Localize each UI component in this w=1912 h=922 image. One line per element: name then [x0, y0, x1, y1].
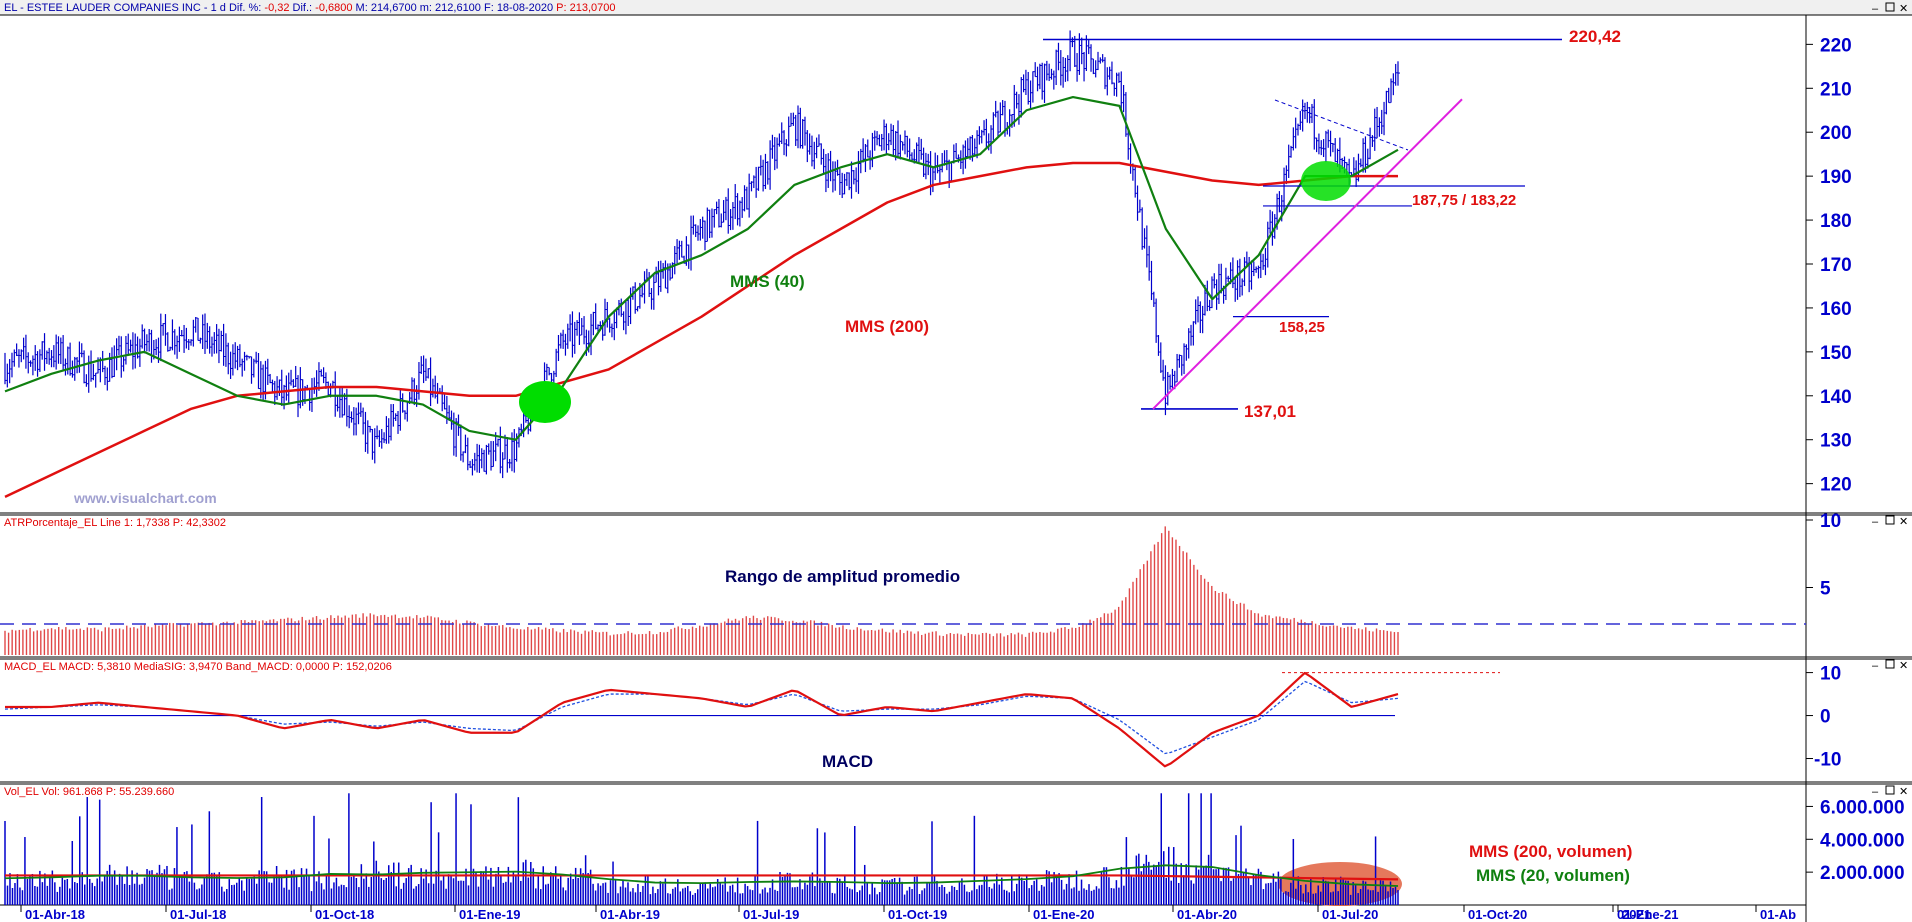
price-y-tick-label: 120 — [1820, 475, 1852, 496]
trend-line — [1152, 98, 1463, 410]
header-price: P: 213,0700 — [556, 2, 615, 14]
resistance-dashed-line — [1274, 99, 1409, 151]
x-tick-label: 01-Ene-19 — [459, 907, 520, 922]
panel-controls: – ✕ — [1872, 659, 1908, 672]
crossover-marker-2020 — [1301, 161, 1351, 201]
price-y-tick-label: 130 — [1820, 431, 1852, 452]
x-tick-label: 01-Oct-19 — [888, 907, 947, 922]
maximize-icon[interactable] — [1885, 659, 1895, 669]
macd-title: MACD — [822, 752, 873, 771]
macd-header: MACD_EL MACD: 5,3810 MediaSIG: 3,9470 Ba… — [4, 661, 392, 673]
macd-signal-line — [4, 680, 1399, 755]
window-controls[interactable]: – ✕ — [1872, 2, 1908, 15]
price-y-tick-label: 140 — [1820, 387, 1852, 408]
close-icon[interactable]: ✕ — [1899, 3, 1908, 15]
panel-frames — [0, 14, 1912, 922]
volume-mms200-line — [5, 874, 1399, 881]
maximize-icon[interactable] — [1885, 515, 1895, 525]
close-icon[interactable]: ✕ — [1899, 660, 1908, 672]
axes: 120 130 140 150 160 170 180 190 200 210 220 01-Abr-… — [20, 35, 1852, 922]
x-tick-label: 01-Abr-19 — [600, 907, 660, 922]
volume-mms20-line — [4, 864, 1399, 887]
svg-text:EL - ESTEE LAUDER COMPANIES IN: EL - ESTEE LAUDER COMPANIES INC - 1 d Di… — [4, 2, 616, 14]
price-y-tick-label: 160 — [1820, 299, 1852, 320]
crossover-marker-2019 — [519, 381, 571, 423]
minimize-icon[interactable]: – — [1872, 516, 1879, 528]
x-tick-label: 01-Ene-21 — [1617, 907, 1678, 922]
volume-panel: 2.000.000 4.000.000 6.000.000 — [4, 793, 1905, 906]
atr-y-tick-label: 5 — [1820, 579, 1831, 600]
header-dif: -0,6800 — [315, 2, 352, 14]
header-max: M: 214,6700 — [356, 2, 417, 14]
atr-title: Rango de amplitud promedio — [725, 567, 960, 586]
header-min: m: 212,6100 — [420, 2, 481, 14]
x-tick-label: 01-Jul-18 — [170, 907, 226, 922]
header-main: EL - ESTEE LAUDER COMPANIES INC - 1 d Di… — [4, 2, 261, 14]
minimize-icon[interactable]: – — [1872, 3, 1879, 15]
vol-mms200-label: MMS (200, volumen) — [1469, 842, 1632, 861]
price-overlays — [519, 38, 1562, 423]
price-y-tick-label: 210 — [1820, 79, 1852, 100]
level-mid-label: 187,75 / 183,22 — [1412, 192, 1516, 209]
vol-mms20-label: MMS (20, volumen) — [1476, 866, 1630, 885]
x-tick-label: 01-Jul-19 — [743, 907, 799, 922]
header-dif-pct: -0,32 — [264, 2, 289, 14]
atr-panel: 5 10 — [0, 511, 1841, 655]
maximize-icon[interactable] — [1885, 2, 1895, 12]
vol-y-tick-label: 6.000.000 — [1820, 797, 1905, 818]
header-bar — [0, 0, 1912, 15]
x-tick-label: 01-Ab — [1760, 907, 1796, 922]
minimize-icon[interactable]: – — [1872, 660, 1879, 672]
mms200-label: MMS (200) — [845, 317, 929, 336]
watermark: www.visualchart.com — [73, 490, 217, 506]
price-y-tick-label: 220 — [1820, 35, 1852, 56]
macd-y-tick-label: -10 — [1814, 750, 1841, 771]
vol-y-tick-label: 4.000.000 — [1820, 830, 1905, 851]
vol-y-tick-label: 2.000.000 — [1820, 863, 1905, 884]
mms40-label: MMS (40) — [730, 272, 805, 291]
header-date: F: 18-08-2020 — [484, 2, 553, 14]
x-tick-label: 01-Abr-18 — [25, 907, 85, 922]
header-dif-label: Dif.: — [293, 2, 313, 14]
price-y-tick-label: 200 — [1820, 123, 1852, 144]
macd-y-tick-label: 0 — [1820, 707, 1831, 728]
panel-controls: – ✕ — [1872, 785, 1908, 798]
price-y-tick-label: 170 — [1820, 255, 1852, 276]
x-tick-label: 01-Ene-20 — [1033, 907, 1094, 922]
atr-y-tick-label: 10 — [1820, 511, 1841, 532]
price-y-tick-label: 190 — [1820, 167, 1852, 188]
level-158-label: 158,25 — [1279, 319, 1325, 336]
price-y-tick-label: 180 — [1820, 211, 1852, 232]
price-y-tick-label: 150 — [1820, 343, 1852, 364]
minimize-icon[interactable]: – — [1872, 786, 1879, 798]
panel-controls: – ✕ — [1872, 515, 1908, 528]
level-low-label: 137,01 — [1244, 402, 1296, 421]
atr-header: ATRPorcentaje_EL Line 1: 1,7338 P: 42,33… — [4, 517, 226, 529]
x-tick-label: 01-Jul-20 — [1322, 907, 1378, 922]
close-icon[interactable]: ✕ — [1899, 516, 1908, 528]
close-icon[interactable]: ✕ — [1899, 786, 1908, 798]
macd-line — [5, 671, 1399, 768]
x-tick-label: 01-Oct-20 — [1468, 907, 1527, 922]
x-tick-label: 01-Abr-20 — [1177, 907, 1237, 922]
x-tick-label: 01-Oct-18 — [315, 907, 374, 922]
price-lines — [4, 95, 1399, 498]
x-tick-label: 2021 — [1622, 907, 1651, 922]
level-top-label: 220,42 — [1569, 27, 1621, 46]
macd-y-tick-label: 10 — [1820, 664, 1841, 685]
mms40-line — [4, 95, 1399, 441]
panel-window-controls[interactable]: – ✕– ✕– ✕ — [1872, 515, 1908, 798]
macd-panel: -10 0 10 — [0, 664, 1841, 771]
vol-header: Vol_EL Vol: 961.868 P: 55.239.660 — [4, 786, 174, 798]
maximize-icon[interactable] — [1885, 785, 1895, 795]
